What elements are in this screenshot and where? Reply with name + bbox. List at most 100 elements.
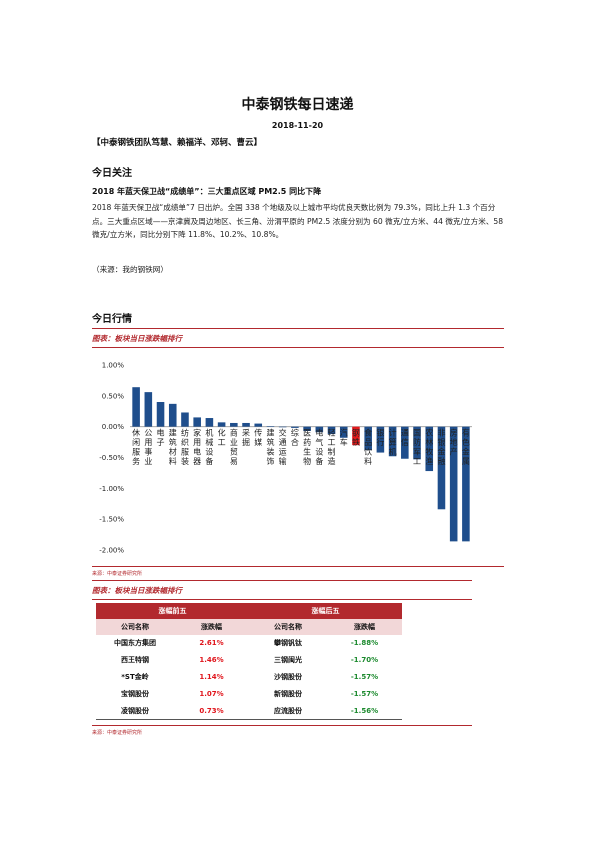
y-tick-label: 0.00% [102,423,125,431]
y-tick-label: -2.00% [99,547,124,555]
x-category-label: 非银金融 [437,428,445,467]
y-tick-label: -1.50% [99,516,124,524]
divider-line [92,328,504,329]
page-title: 中泰钢铁每日速递 [241,97,354,113]
x-category-label: 有色金属 [462,428,470,467]
x-category-label: 采掘 [242,428,250,448]
bar-5 [193,417,201,427]
x-category-label: 电气设备 [315,428,323,467]
figure1-source: 来源：中泰证券研究所 [92,571,143,577]
y-tick-label: 1.00% [102,362,125,370]
col-header: 公司名称 [96,619,174,635]
bar-19 [364,426,372,451]
news-body: 2018 年蓝天保卫战“成绩单”7 日出炉。全国 338 个地级及以上城市平均优… [92,203,504,239]
section-title-market: 今日行情 [92,314,132,325]
bar-26 [449,426,458,542]
x-category-label: 化工 [218,428,226,448]
bar-22 [401,426,409,459]
x-category-label: 汽车 [340,428,348,448]
team-line: 【中泰钢铁团队笃慧、赖福洋、邓轲、曹云】 [92,138,263,148]
x-category-label: 农林牧渔 [425,428,433,467]
col-header: 公司名称 [249,619,327,635]
table-row: 宝钢股份 1.07% 新钢股份 -1.57% [96,685,402,702]
figure2-source: 来源：中泰证券研究所 [92,730,143,736]
x-category-label: 休闲服务 [132,428,140,467]
change-value: 1.46% [199,656,224,665]
divider-line [92,566,504,567]
bar-10 [254,423,263,427]
x-category-label: 公用事业 [144,429,152,467]
bar-15 [315,426,324,433]
bar-3 [168,403,177,427]
bar-13 [291,426,299,428]
news-headline: 2018 年蓝天保卫战“成绩单”：三大重点区域 PM2.5 同比下降 [92,187,322,196]
bar-0 [132,387,140,427]
y-tick-label: -0.50% [99,454,124,462]
x-category-label: 轻工制造 [328,428,336,467]
divider-line [92,599,472,600]
company-name: 中国东方集团 [114,639,156,648]
bar-11 [266,426,275,427]
bar-24 [425,426,434,472]
company-name: 攀钢钒钛 [274,639,302,648]
group-title-bottom5: 涨幅后五 [249,603,402,619]
company-name: 应流股份 [249,702,327,720]
bar-7 [217,422,226,427]
company-name: 三钢闽光 [274,656,302,665]
company-name: 沙钢股份 [274,672,302,681]
bar-18 [352,426,360,446]
table-row: 凌钢股份 0.73% 应流股份 -1.56% [96,702,402,720]
ranking-table: 涨幅前五 涨幅后五 公司名称 涨跌幅 公司名称 涨跌幅 中国东方集团 2.61%… [96,603,402,720]
x-category-label: 建筑装饰 [266,428,274,467]
x-category-label: 商业贸易 [230,428,238,467]
change-value: -1.57% [350,689,379,698]
bar-1 [144,392,153,427]
divider-line [92,580,472,581]
divider-line [92,725,472,726]
table-row: *ST金岭 1.14% 沙钢股份 -1.57% [96,669,402,686]
figure1-caption: 图表：板块当日涨跌幅排行 [92,334,182,343]
x-category-label: 食品饮料 [364,428,372,467]
x-category-label: 电子 [157,428,165,448]
x-category-label: 家用电器 [193,428,201,467]
x-category-label: 综合 [291,428,299,448]
bar-17 [339,426,348,438]
x-category-label: 通信 [401,428,409,448]
sector-change-bar-chart: 1.00%0.50%0.00%-0.50%-1.00%-1.50%-2.00% … [99,362,472,555]
bar-27 [462,426,470,542]
bar-2 [156,402,165,427]
change-value: -1.70% [350,656,379,665]
bar-23 [413,426,421,460]
x-category-label: 纺织服装 [181,428,189,467]
x-category-label: 传媒 [254,428,262,448]
company-name: 宝钢股份 [121,689,149,698]
table-row: 中国东方集团 2.61% 攀钢钒钛 -1.88% [96,635,402,652]
table-row: 西王特钢 1.46% 三钢闽光 -1.70% [96,652,402,669]
x-category-label: 钢铁 [352,428,360,448]
change-value: 1.07% [199,689,224,698]
bar-6 [205,418,214,427]
col-header: 涨跌幅 [327,619,402,635]
news-source: （来源：我的钢铁网） [92,265,168,274]
y-tick-label: -1.00% [99,485,124,493]
bar-21 [388,426,397,457]
divider-line [92,347,504,348]
bar-9 [242,422,250,427]
x-category-label: 建筑材料 [169,428,177,467]
x-category-label: 机械设备 [205,428,213,467]
figure2-caption: 图表：板块当日涨跌幅排行 [92,586,182,595]
bar-12 [278,426,287,428]
company-name: 新钢股份 [274,689,302,698]
company-name: 凌钢股份 [96,702,174,720]
ranking-table-wrap: 涨幅前五 涨幅后五 公司名称 涨跌幅 公司名称 涨跌幅 中国东方集团 2.61%… [96,603,402,720]
change-value: -1.57% [350,672,379,681]
col-header: 涨跌幅 [174,619,249,635]
x-category-label: 交通运输 [279,428,287,467]
bar-8 [230,422,238,427]
report-date: 2018-11-20 [271,121,324,130]
bar-16 [327,426,336,435]
x-category-label: 计算机 [389,428,397,457]
x-category-label: 国防军工 [413,429,421,467]
change-value: 2.61% [199,639,224,648]
x-category-label: 房地产 [450,428,458,457]
